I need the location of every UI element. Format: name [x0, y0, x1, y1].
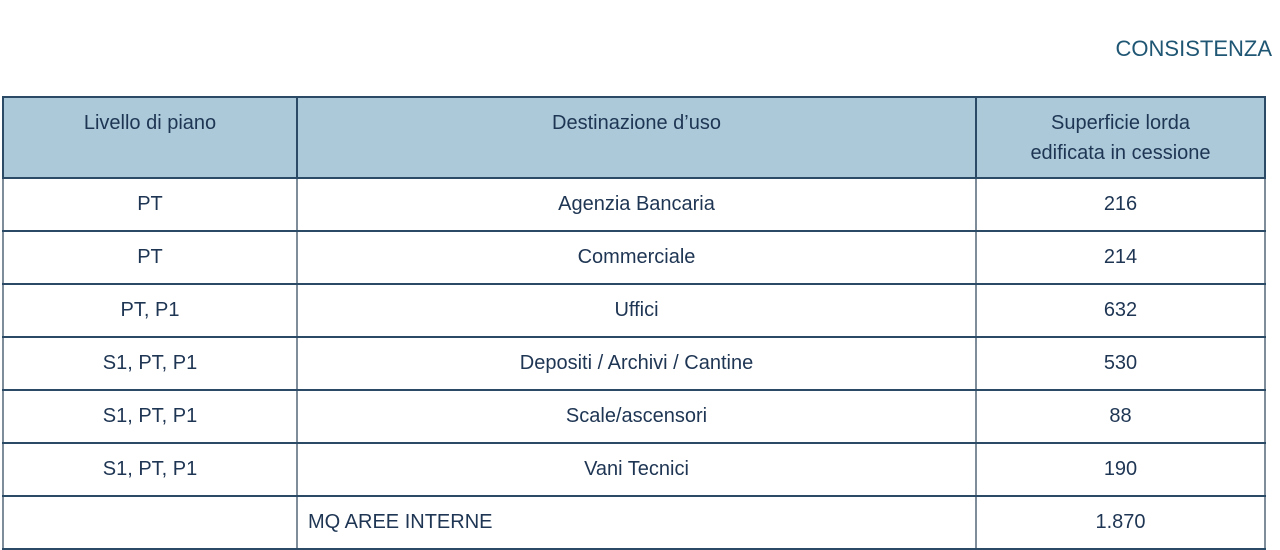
cell-level: S1, PT, P1 [2, 336, 298, 391]
cell-level: S1, PT, P1 [2, 442, 298, 497]
cell-use: Vani Tecnici [296, 442, 977, 497]
cell-use: Commerciale [296, 230, 977, 285]
table-row: PT Agenzia Bancaria 216 [2, 177, 1266, 232]
cell-use: Agenzia Bancaria [296, 177, 977, 232]
header-area: Superficie lorda edificata in cessione [975, 96, 1266, 179]
total-value: 1.870 [975, 495, 1266, 550]
total-label: MQ AREE INTERNE [296, 495, 977, 550]
table-row: S1, PT, P1 Vani Tecnici 190 [2, 442, 1266, 497]
header-level: Livello di piano [2, 96, 298, 179]
cell-level: S1, PT, P1 [2, 389, 298, 444]
section-title: CONSISTENZA [1115, 36, 1272, 61]
cell-use: Scale/ascensori [296, 389, 977, 444]
header-use: Destinazione d’uso [296, 96, 977, 179]
total-level [2, 495, 298, 550]
cell-area: 530 [975, 336, 1266, 391]
cell-area: 88 [975, 389, 1266, 444]
cell-level: PT [2, 177, 298, 232]
table-row: S1, PT, P1 Scale/ascensori 88 [2, 389, 1266, 444]
cell-use: Depositi / Archivi / Cantine [296, 336, 977, 391]
table-row: S1, PT, P1 Depositi / Archivi / Cantine 53… [2, 336, 1266, 391]
cell-area: 190 [975, 442, 1266, 497]
cell-level: PT, P1 [2, 283, 298, 338]
table-row: PT Commerciale 214 [2, 230, 1266, 285]
table-row: PT, P1 Uffici 632 [2, 283, 1266, 338]
cell-area: 216 [975, 177, 1266, 232]
cell-use: Uffici [296, 283, 977, 338]
total-row: MQ AREE INTERNE 1.870 [2, 495, 1266, 550]
cell-area: 214 [975, 230, 1266, 285]
table-header-row: Livello di piano Destinazione d’uso Supe… [2, 96, 1266, 179]
cell-area: 632 [975, 283, 1266, 338]
consistency-table: Livello di piano Destinazione d’uso Supe… [2, 96, 1266, 550]
cell-level: PT [2, 230, 298, 285]
